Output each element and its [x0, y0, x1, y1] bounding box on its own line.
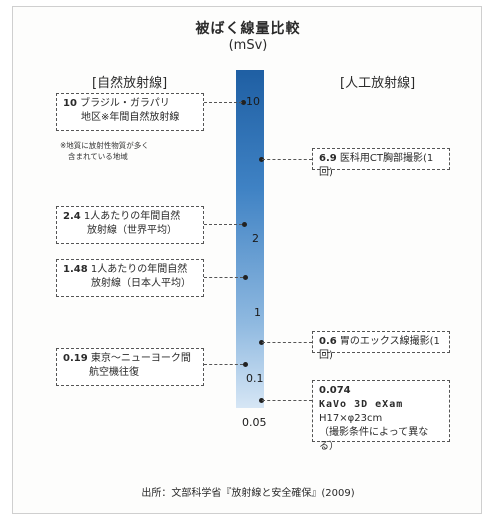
label: 東京〜ニューヨーク間	[90, 353, 191, 364]
footnote: ※地質に放射性物質が多く 含まれている地域	[60, 140, 149, 162]
value: 1.48	[63, 264, 88, 275]
marker-dot	[241, 100, 246, 105]
marker-dot	[259, 157, 264, 162]
scale-tick-0.05: 0.05	[242, 416, 267, 429]
marker-dot	[259, 398, 264, 403]
leader-line	[204, 364, 243, 365]
natural-item-japan: 1.48 1人あたりの年間自然 放射線（日本人平均）	[56, 259, 204, 297]
value: 0.074	[319, 385, 351, 396]
value: 0.6	[319, 336, 337, 347]
marker-dot	[243, 275, 248, 280]
marker-dot	[243, 362, 248, 367]
leader-line	[262, 342, 312, 343]
footnote-line: ※地質に放射性物質が多く	[60, 141, 149, 150]
label: 航空機往復	[89, 367, 139, 378]
scan-size: H17×φ23cm	[319, 413, 383, 424]
value: 2.4	[63, 211, 81, 222]
label: 地区※年間自然放射線	[81, 112, 180, 123]
leader-line	[262, 400, 312, 401]
artificial-item-stomach: 0.6 胃のエックス線撮影(1回)	[312, 331, 450, 361]
scale-tick-0.1: 0.1	[246, 372, 264, 385]
label: 1人あたりの年間自然	[83, 211, 181, 222]
natural-header: [自然放射線]	[92, 76, 168, 91]
dose-scale-bar	[236, 70, 264, 408]
label: 放射線（日本人平均）	[91, 278, 191, 289]
footnote-line: 含まれている地域	[68, 152, 128, 161]
leader-line	[204, 102, 242, 103]
natural-item-flight: 0.19 東京〜ニューヨーク間 航空機往復	[56, 348, 204, 386]
value: 10	[63, 98, 77, 109]
condition-note: （撮影条件によって異なる）	[319, 427, 429, 452]
leader-line	[262, 159, 312, 160]
artificial-item-ct: 6.9 医科用CT胸部撮影(1回)	[312, 148, 450, 178]
label: 1人あたりの年間自然	[90, 264, 188, 275]
source-credit: 出所：文部科学省『放射線と安全確保』(2009)	[141, 488, 355, 499]
leader-line	[204, 224, 242, 225]
leader-line	[204, 277, 243, 278]
scale-tick-10: 10	[246, 95, 260, 108]
device-name: KaVo 3D eXam	[319, 399, 404, 410]
scale-tick-1: 1	[254, 306, 261, 319]
natural-item-brazil: 10 ブラジル・ガラパリ 地区※年間自然放射線	[56, 93, 204, 131]
label: 放射線（世界平均）	[87, 225, 177, 236]
artificial-item-kavo: 0.074 KaVo 3D eXam H17×φ23cm （撮影条件によって異な…	[312, 380, 450, 452]
value: 0.19	[63, 353, 88, 364]
marker-dot	[242, 222, 247, 227]
marker-dot	[259, 340, 264, 345]
natural-item-world: 2.4 1人あたりの年間自然 放射線（世界平均）	[56, 206, 204, 244]
label: 胃のエックス線撮影(1回)	[319, 336, 440, 361]
unit-label: (mSv)	[228, 38, 268, 53]
label: 医科用CT胸部撮影(1回)	[319, 153, 434, 178]
scale-tick-2: 2	[252, 232, 259, 245]
chart-title: 被ばく線量比較	[195, 21, 301, 37]
artificial-header: [人工放射線]	[340, 76, 416, 91]
value: 6.9	[319, 153, 337, 164]
label: ブラジル・ガラパリ	[80, 98, 170, 109]
